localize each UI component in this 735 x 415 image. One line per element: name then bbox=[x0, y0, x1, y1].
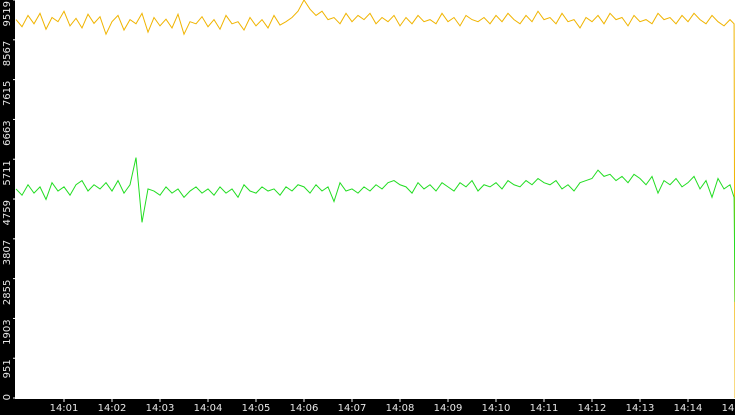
y-tick-label: 6663 bbox=[2, 120, 13, 145]
x-tick-label: 14:12 bbox=[578, 403, 607, 414]
x-tick-label: 14:08 bbox=[386, 403, 415, 414]
series-line bbox=[15, 157, 735, 302]
x-tick-label: 14:04 bbox=[194, 403, 223, 414]
x-tick-label: 14:11 bbox=[530, 403, 559, 414]
x-tick-label: 14:15 bbox=[722, 403, 735, 414]
y-tick-label: 9519 bbox=[2, 1, 13, 26]
x-tick-label: 14:02 bbox=[98, 403, 127, 414]
x-axis-strip bbox=[0, 399, 735, 415]
x-tick-label: 14:03 bbox=[146, 403, 175, 414]
series-line bbox=[15, 0, 735, 399]
x-tick-label: 14:09 bbox=[434, 403, 463, 414]
y-tick-label: 2855 bbox=[2, 280, 13, 305]
x-tick-label: 14:13 bbox=[626, 403, 655, 414]
y-tick-label: 4759 bbox=[2, 200, 13, 225]
x-tick-label: 14:14 bbox=[674, 403, 703, 414]
x-tick-label: 14:01 bbox=[50, 403, 79, 414]
y-tick-label: 7615 bbox=[2, 81, 13, 106]
x-tick-label: 14:05 bbox=[242, 403, 271, 414]
y-tick-label: 951 bbox=[2, 359, 13, 378]
y-tick-label: 3807 bbox=[2, 240, 13, 265]
y-tick-label: 0 bbox=[2, 394, 13, 400]
y-axis-strip bbox=[0, 0, 15, 415]
y-tick-label: 8567 bbox=[2, 41, 13, 66]
x-tick-label: 14:07 bbox=[338, 403, 367, 414]
x-tick-label: 14:10 bbox=[482, 403, 511, 414]
x-tick-label: 14:06 bbox=[290, 403, 319, 414]
y-tick-label: 5711 bbox=[2, 160, 13, 185]
y-tick-label: 1903 bbox=[2, 319, 13, 344]
